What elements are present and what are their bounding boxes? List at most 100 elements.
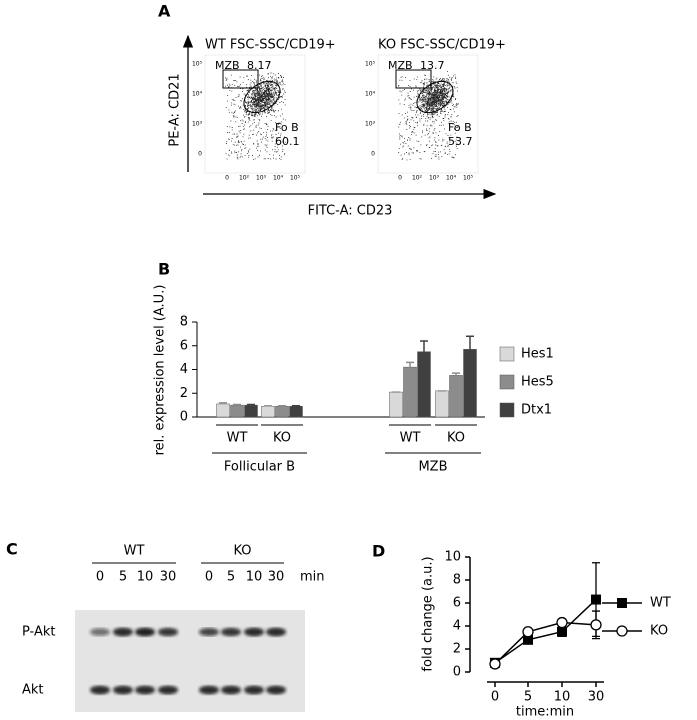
bar <box>216 403 230 418</box>
gate-label: Fo B <box>448 121 472 134</box>
gate-label: MZB <box>215 59 240 72</box>
y-tick-label: 10⁴ <box>365 91 376 98</box>
x-tick-label: 0 <box>225 175 229 182</box>
bar <box>449 375 463 418</box>
bar <box>435 390 449 418</box>
x-tick-label: 0 <box>398 175 402 182</box>
x-tick-label: KO <box>273 431 291 446</box>
error-bar <box>233 403 241 406</box>
gate-label: MZB <box>388 59 413 72</box>
blot-band <box>158 685 178 695</box>
x-tick-label: WT <box>400 431 421 446</box>
blot-band <box>244 685 264 695</box>
blot-band <box>266 685 286 695</box>
legend-label: Hes5 <box>521 375 554 390</box>
x-tick-label: 10⁴ <box>446 175 457 182</box>
marker <box>522 626 534 638</box>
bar <box>417 351 431 418</box>
gate-value: 13.7 <box>420 59 445 72</box>
x-tick-label: 10² <box>412 175 423 182</box>
y-tick-label: 4 <box>180 362 188 377</box>
legend-label: WT <box>650 596 671 611</box>
series-line <box>494 621 597 665</box>
marker <box>523 634 533 645</box>
panel-label: B <box>158 260 170 279</box>
lane-label: 0 <box>205 570 213 585</box>
x-tick-label: 10³ <box>429 175 440 182</box>
blot-band <box>158 627 178 637</box>
x-tick-label: 5 <box>524 690 532 705</box>
x-tick-label: KO <box>447 431 465 446</box>
series-line <box>494 599 597 664</box>
blot-band <box>199 627 219 637</box>
y-tick-label: 8 <box>453 573 461 588</box>
gate <box>243 80 281 114</box>
gate-value: 60.1 <box>275 135 300 148</box>
blot-band <box>221 685 241 695</box>
panel-label: A <box>158 2 171 21</box>
error-bar <box>406 361 414 368</box>
x-tick-label: 10⁴ <box>273 175 284 182</box>
marker <box>591 594 601 605</box>
legend-swatch <box>499 346 515 362</box>
error-bar <box>292 404 300 407</box>
event-cloud <box>398 70 459 161</box>
blot-band <box>90 685 110 695</box>
legend-marker <box>616 625 628 637</box>
x-tick-label: 30 <box>588 690 605 705</box>
y-tick-label: 4 <box>453 619 461 634</box>
lane-label: 30 <box>268 570 285 585</box>
gate-label: Fo B <box>275 121 299 134</box>
panel-label: D <box>372 542 385 561</box>
legend-swatch <box>499 402 515 418</box>
group-label: MZB <box>418 460 447 475</box>
plot-frame <box>204 54 306 174</box>
axis-label: fold change (a.u.) <box>421 556 436 671</box>
y-tick-label: 10 <box>444 550 461 565</box>
plot-title: KO FSC-SSC/CD19+ <box>378 38 506 53</box>
lane-label: 5 <box>227 570 235 585</box>
error-bar <box>219 402 227 404</box>
marker <box>556 616 568 629</box>
group-label: WT <box>124 544 145 559</box>
gate <box>222 69 259 89</box>
lane-label: 5 <box>119 570 127 585</box>
gate <box>416 80 454 114</box>
lane-label: 10 <box>246 570 263 585</box>
error-bar <box>264 404 272 407</box>
y-tick-label: 8 <box>180 315 188 330</box>
blot-band <box>244 627 264 637</box>
lane-label: 0 <box>96 570 104 585</box>
y-tick-label: 6 <box>453 596 461 611</box>
bar <box>403 366 417 418</box>
bar <box>389 391 403 418</box>
x-tick-label: 10⁵ <box>463 175 474 182</box>
x-tick-label: 0 <box>491 690 499 705</box>
error-bar <box>466 335 474 350</box>
y-tick-label: 0 <box>180 410 188 425</box>
lane-label: 30 <box>160 570 177 585</box>
marker <box>489 658 501 670</box>
blot-image <box>75 610 305 712</box>
group-label: Follicular B <box>224 460 295 475</box>
y-tick-label: 2 <box>180 386 188 401</box>
error-bar <box>278 404 286 407</box>
group-label: KO <box>233 544 251 559</box>
y-tick-label: 0 <box>371 151 375 158</box>
x-tick-label: WT <box>227 431 248 446</box>
x-tick-label: 10 <box>554 690 571 705</box>
y-tick-label: 6 <box>180 338 188 353</box>
panel-label: C <box>6 540 18 559</box>
blot-band <box>113 627 133 637</box>
y-tick-label: 10⁵ <box>192 61 203 68</box>
x-tick-label: 10³ <box>256 175 267 182</box>
plot-frame <box>377 54 479 174</box>
blot-band <box>90 628 110 636</box>
axis-label: FITC-A: CD23 <box>308 204 393 219</box>
plot-title: WT FSC-SSC/CD19+ <box>205 38 336 53</box>
y-tick-label: 0 <box>198 151 202 158</box>
unit-label: min <box>300 570 325 585</box>
y-tick-label: 10⁴ <box>192 91 203 98</box>
x-tick-label: 10² <box>239 175 250 182</box>
